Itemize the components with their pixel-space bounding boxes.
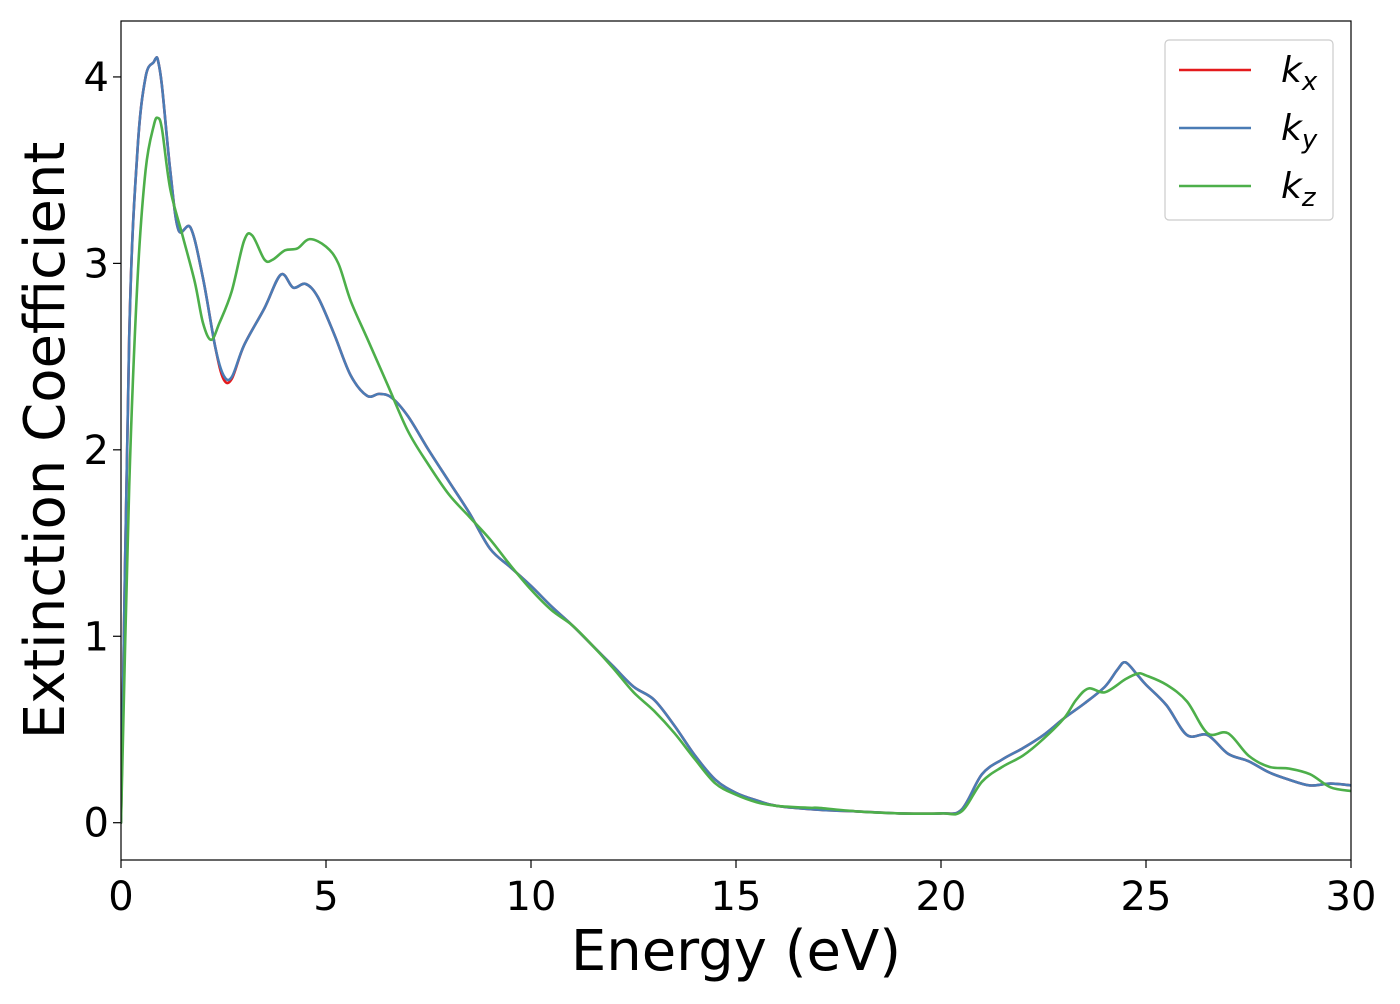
y-axis-title: Extinction Coefficient [13,142,78,740]
x-tick-label: 10 [506,874,557,920]
x-tick-label: 0 [108,874,133,920]
x-tick-label: 30 [1326,874,1377,920]
legend-label-y: ky [1281,108,1318,155]
legend-label-z: kz [1281,166,1317,213]
x-tick-label: 20 [916,874,967,920]
series-layer [121,56,1351,825]
y-tick-label: 2 [84,428,109,474]
y-axis: 0 1 2 3 4 [84,55,121,847]
legend-box [1164,39,1334,221]
series-line-z [121,116,1351,825]
legend: kx ky kz [1164,39,1334,221]
x-tick-label: 5 [313,874,338,920]
x-axis: 0 5 10 15 20 25 30 [108,860,1376,920]
legend-label-x: kx [1281,50,1318,97]
y-tick-label: 4 [84,55,109,101]
x-axis-title: Energy (eV) [571,919,901,984]
x-tick-label: 25 [1121,874,1172,920]
y-tick-label: 3 [84,241,109,287]
y-tick-label: 0 [84,801,109,847]
y-tick-label: 1 [84,614,109,660]
x-tick-label: 15 [711,874,762,920]
